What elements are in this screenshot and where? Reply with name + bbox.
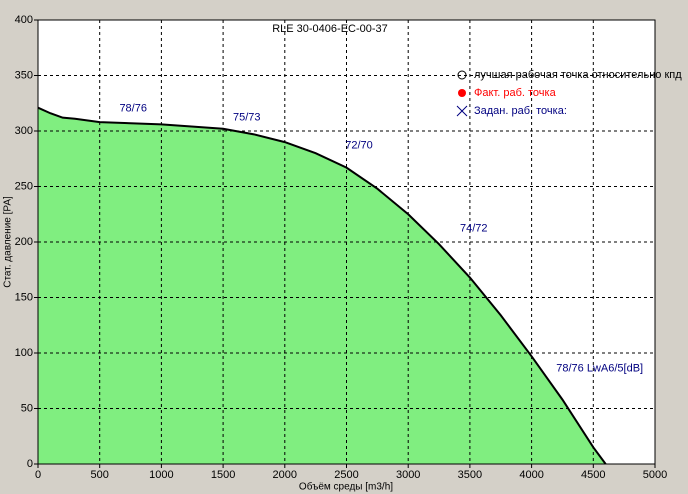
x-tick-label: 3000 (396, 469, 420, 481)
y-tick-label: 150 (15, 291, 33, 303)
x-tick-label: 1000 (149, 469, 173, 481)
plot-border (37, 19, 656, 465)
y-tick-label: 250 (15, 180, 33, 192)
y-axis-label: Стат. давление [PA] (3, 196, 14, 288)
curve-line (37, 106, 607, 465)
legend-marker (457, 70, 467, 80)
annotation: 78/76 LwA6/5[dB] (556, 362, 643, 374)
legend-marker (458, 89, 466, 97)
x-tick-label: 2000 (273, 469, 297, 481)
y-tick-label: 400 (15, 14, 33, 26)
x-tick-label: 2500 (334, 469, 358, 481)
legend-label: лучшая рабочая точка относительно кпд (474, 69, 682, 81)
y-tick-label: 350 (15, 69, 33, 81)
x-tick-label: 4500 (581, 469, 605, 481)
x-axis-label: Объём среды [m3/h] (299, 481, 393, 493)
x-tick-label: 4000 (519, 469, 543, 481)
y-tick-label: 50 (21, 402, 33, 414)
x-tick-label: 1500 (211, 469, 235, 481)
x-tick-label: 0 (35, 469, 41, 481)
y-tick-label: 100 (15, 347, 33, 359)
annotation: 72/70 (345, 139, 373, 151)
x-tick-label: 5000 (643, 469, 667, 481)
annotation: 74/72 (460, 223, 488, 235)
legend-marker (456, 105, 468, 117)
x-tick-label: 500 (91, 469, 109, 481)
legend-label: Факт. раб. точка (474, 87, 557, 99)
annotation: 78/76 (119, 103, 147, 115)
legend-label: Задан. раб. точка: (474, 105, 567, 117)
y-tick-label: 0 (27, 458, 33, 470)
area-fill (38, 107, 606, 464)
x-tick-label: 3500 (458, 469, 482, 481)
y-tick-label: 200 (15, 236, 33, 248)
y-tick-label: 300 (15, 125, 33, 137)
annotation: 75/73 (233, 112, 261, 124)
chart-title: RLE 30-0406-EC-00-37 (272, 23, 388, 35)
